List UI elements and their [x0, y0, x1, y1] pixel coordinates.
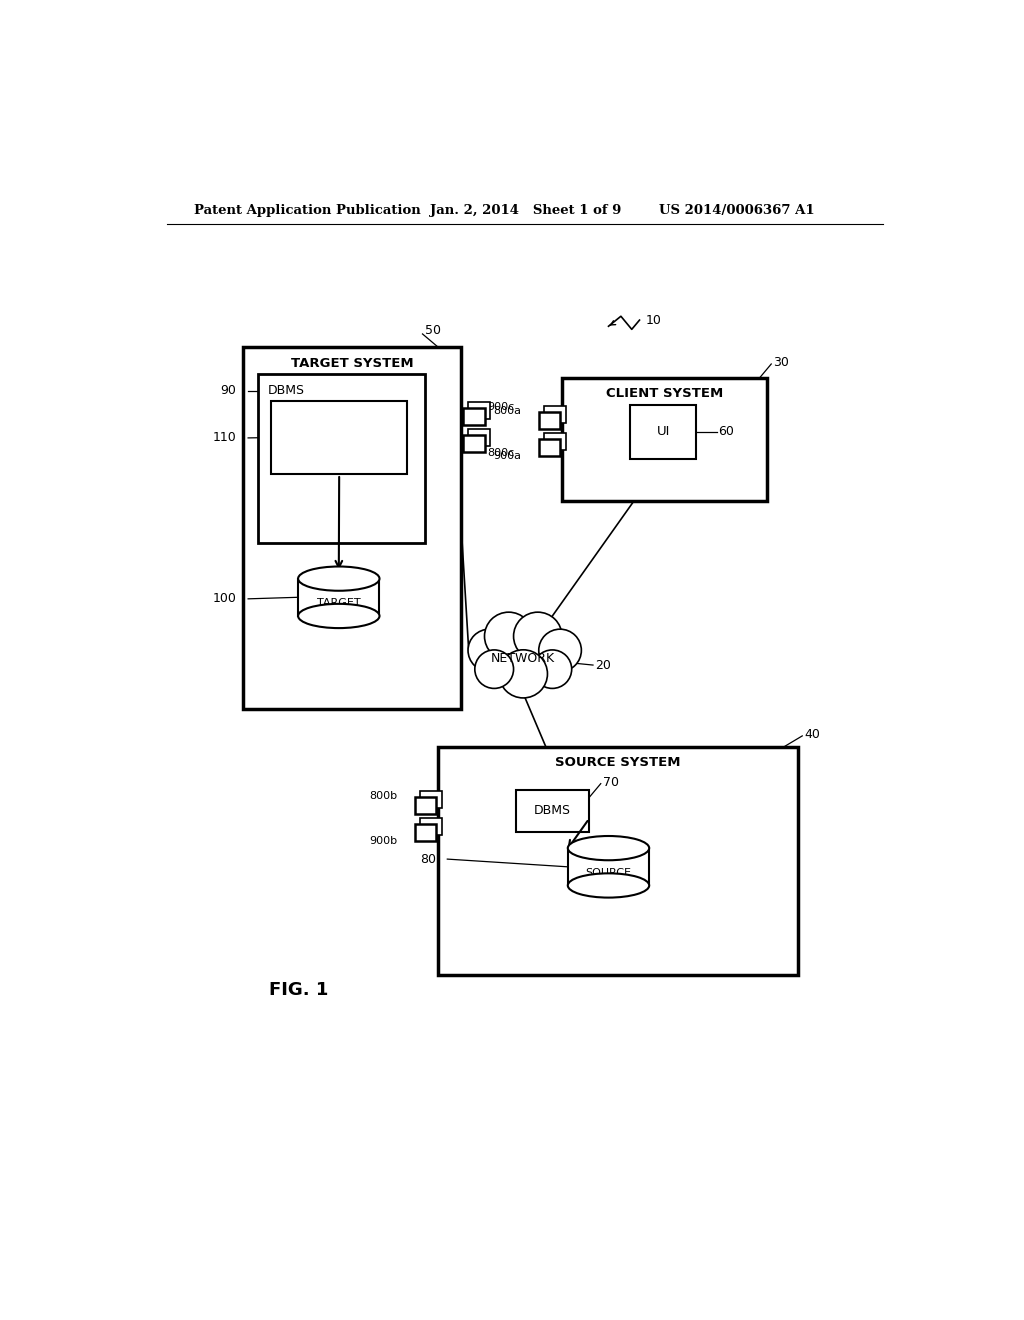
Bar	[468, 403, 489, 420]
Text: Patent Application Publication: Patent Application Publication	[194, 205, 421, 218]
Bar	[562, 378, 767, 502]
Text: SOURCE SYSTEM: SOURCE SYSTEM	[555, 756, 681, 770]
Text: 110: 110	[213, 432, 237, 445]
Text: FIG. 1: FIG. 1	[269, 981, 328, 999]
Text: 800c: 800c	[487, 447, 515, 458]
Text: 90: 90	[220, 384, 237, 397]
Text: 50: 50	[425, 325, 440, 338]
Text: REPORTING
FUNCTION: REPORTING FUNCTION	[303, 424, 376, 451]
Bar	[468, 429, 489, 446]
Text: 70: 70	[603, 776, 620, 788]
Text: UI: UI	[656, 425, 670, 438]
Ellipse shape	[568, 836, 649, 861]
Text: 100: 100	[213, 593, 237, 606]
Text: 800a: 800a	[494, 407, 521, 416]
Text: 900b: 900b	[370, 837, 397, 846]
Bar	[568, 849, 649, 886]
Text: Jan. 2, 2014   Sheet 1 of 9: Jan. 2, 2014 Sheet 1 of 9	[430, 205, 622, 218]
Circle shape	[484, 612, 532, 660]
Text: 800b: 800b	[370, 791, 397, 801]
Text: SOURCE
DATABASE: SOURCE DATABASE	[580, 867, 637, 890]
Ellipse shape	[471, 616, 575, 693]
Text: US 2014/0006367 A1: US 2014/0006367 A1	[658, 205, 814, 218]
Ellipse shape	[568, 874, 649, 898]
Text: TARGET SYSTEM: TARGET SYSTEM	[291, 358, 414, 371]
Ellipse shape	[298, 566, 380, 591]
Ellipse shape	[298, 603, 380, 628]
Circle shape	[499, 649, 548, 698]
Text: 30: 30	[773, 356, 790, 370]
Circle shape	[539, 630, 582, 672]
Bar	[258, 374, 425, 544]
Text: NETWORK: NETWORK	[492, 652, 555, 665]
Bar	[438, 747, 799, 974]
Bar	[298, 578, 380, 616]
Bar	[539, 438, 560, 455]
Circle shape	[468, 630, 511, 672]
Bar	[420, 792, 442, 808]
Bar	[539, 412, 560, 429]
Bar	[271, 401, 407, 474]
Bar	[544, 407, 566, 424]
Circle shape	[475, 649, 514, 689]
Text: TARGET
DATABASE: TARGET DATABASE	[310, 598, 368, 619]
Text: 10: 10	[646, 314, 662, 326]
Bar	[630, 405, 696, 459]
Text: 60: 60	[719, 425, 734, 438]
Bar	[420, 818, 442, 836]
Text: 20: 20	[595, 659, 611, 672]
Text: DBMS: DBMS	[267, 384, 304, 397]
Bar	[415, 797, 436, 813]
Text: 80: 80	[421, 853, 436, 866]
Bar	[463, 408, 484, 425]
Circle shape	[514, 612, 562, 660]
Bar	[544, 433, 566, 450]
Text: 40: 40	[805, 727, 820, 741]
Bar	[463, 434, 484, 451]
Bar	[243, 347, 461, 709]
Text: 900c: 900c	[487, 403, 515, 412]
Text: DBMS: DBMS	[534, 804, 570, 817]
Text: CLIENT SYSTEM: CLIENT SYSTEM	[606, 387, 723, 400]
Circle shape	[532, 649, 571, 689]
Bar	[515, 789, 589, 832]
Bar	[415, 824, 436, 841]
Text: 900a: 900a	[494, 451, 521, 462]
